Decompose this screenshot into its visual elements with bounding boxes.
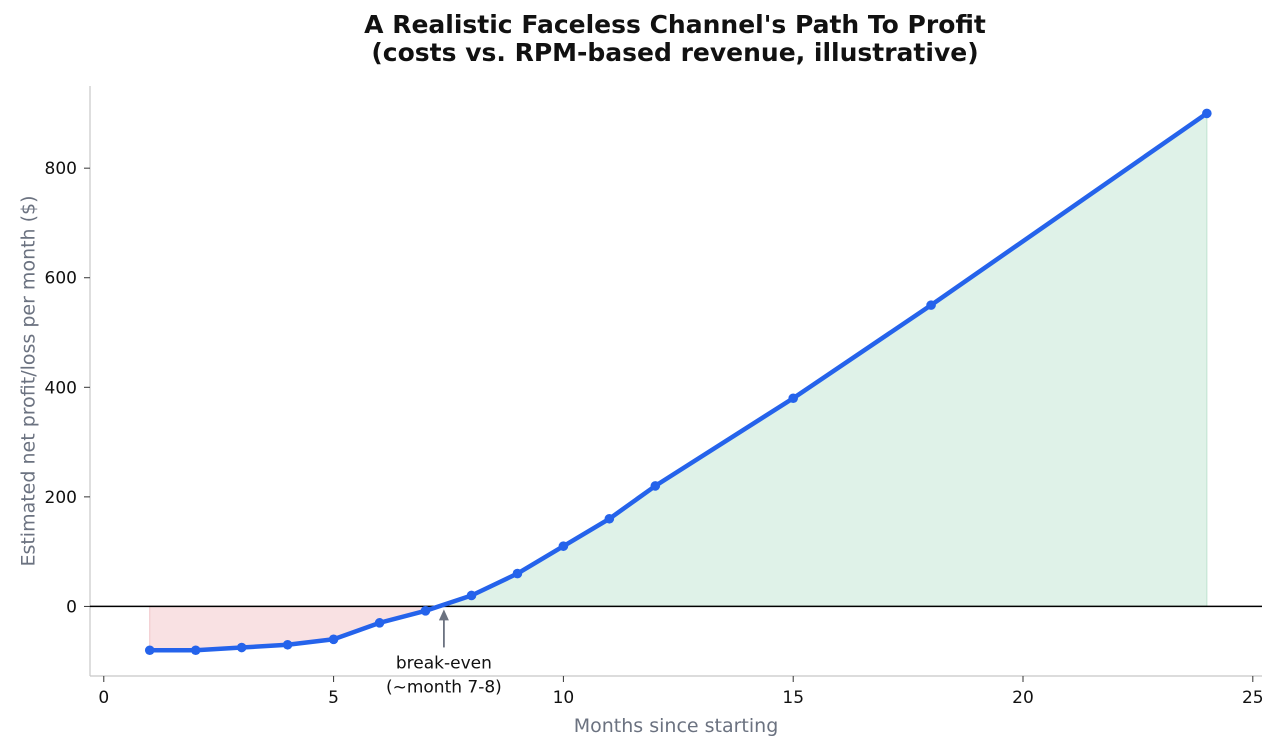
data-point bbox=[926, 300, 936, 310]
data-point bbox=[788, 393, 798, 404]
data-point bbox=[144, 645, 155, 656]
profit-area-fill bbox=[438, 112, 1208, 607]
axes: 0 5 10 15 20 25 0 200 400 600 800 bbox=[45, 86, 1264, 708]
x-axis-label: Months since starting bbox=[574, 715, 779, 737]
data-point bbox=[558, 541, 569, 551]
data-point bbox=[512, 568, 523, 579]
data-point bbox=[604, 513, 615, 524]
break-even-annotation: break-even (~month 7-8) bbox=[386, 609, 502, 697]
y-tick-label: 0 bbox=[66, 597, 77, 617]
x-tick-label: 25 bbox=[1242, 688, 1264, 708]
x-tick-label: 0 bbox=[98, 688, 109, 708]
data-point bbox=[374, 618, 385, 628]
data-point bbox=[328, 634, 339, 645]
x-tick-label: 20 bbox=[1012, 688, 1034, 708]
chart-title-line-1: A Realistic Faceless Channel's Path To P… bbox=[364, 10, 986, 39]
chart-title-line-2: (costs vs. RPM-based revenue, illustrati… bbox=[371, 38, 978, 67]
annotation-text-line-1: break-even bbox=[396, 653, 492, 673]
y-tick-label: 400 bbox=[45, 378, 77, 398]
data-point bbox=[1202, 108, 1212, 119]
y-axis-label: Estimated net profit/loss per month ($) bbox=[18, 195, 40, 566]
x-tick-label: 15 bbox=[782, 688, 804, 708]
data-point bbox=[650, 481, 661, 491]
y-tick-label: 600 bbox=[45, 269, 77, 289]
data-point bbox=[190, 645, 201, 656]
data-point bbox=[466, 590, 477, 601]
area-fills bbox=[149, 112, 1208, 651]
data-point bbox=[282, 639, 293, 650]
x-tick-label: 10 bbox=[553, 688, 575, 708]
data-point bbox=[420, 606, 431, 616]
data-point bbox=[236, 642, 247, 653]
annotation-arrow-head bbox=[438, 609, 449, 621]
y-tick-label: 200 bbox=[45, 488, 77, 508]
annotation-text-line-2: (~month 7-8) bbox=[386, 677, 502, 697]
y-tick-label: 800 bbox=[45, 159, 77, 179]
series bbox=[144, 108, 1212, 656]
x-tick-label: 5 bbox=[328, 688, 339, 708]
